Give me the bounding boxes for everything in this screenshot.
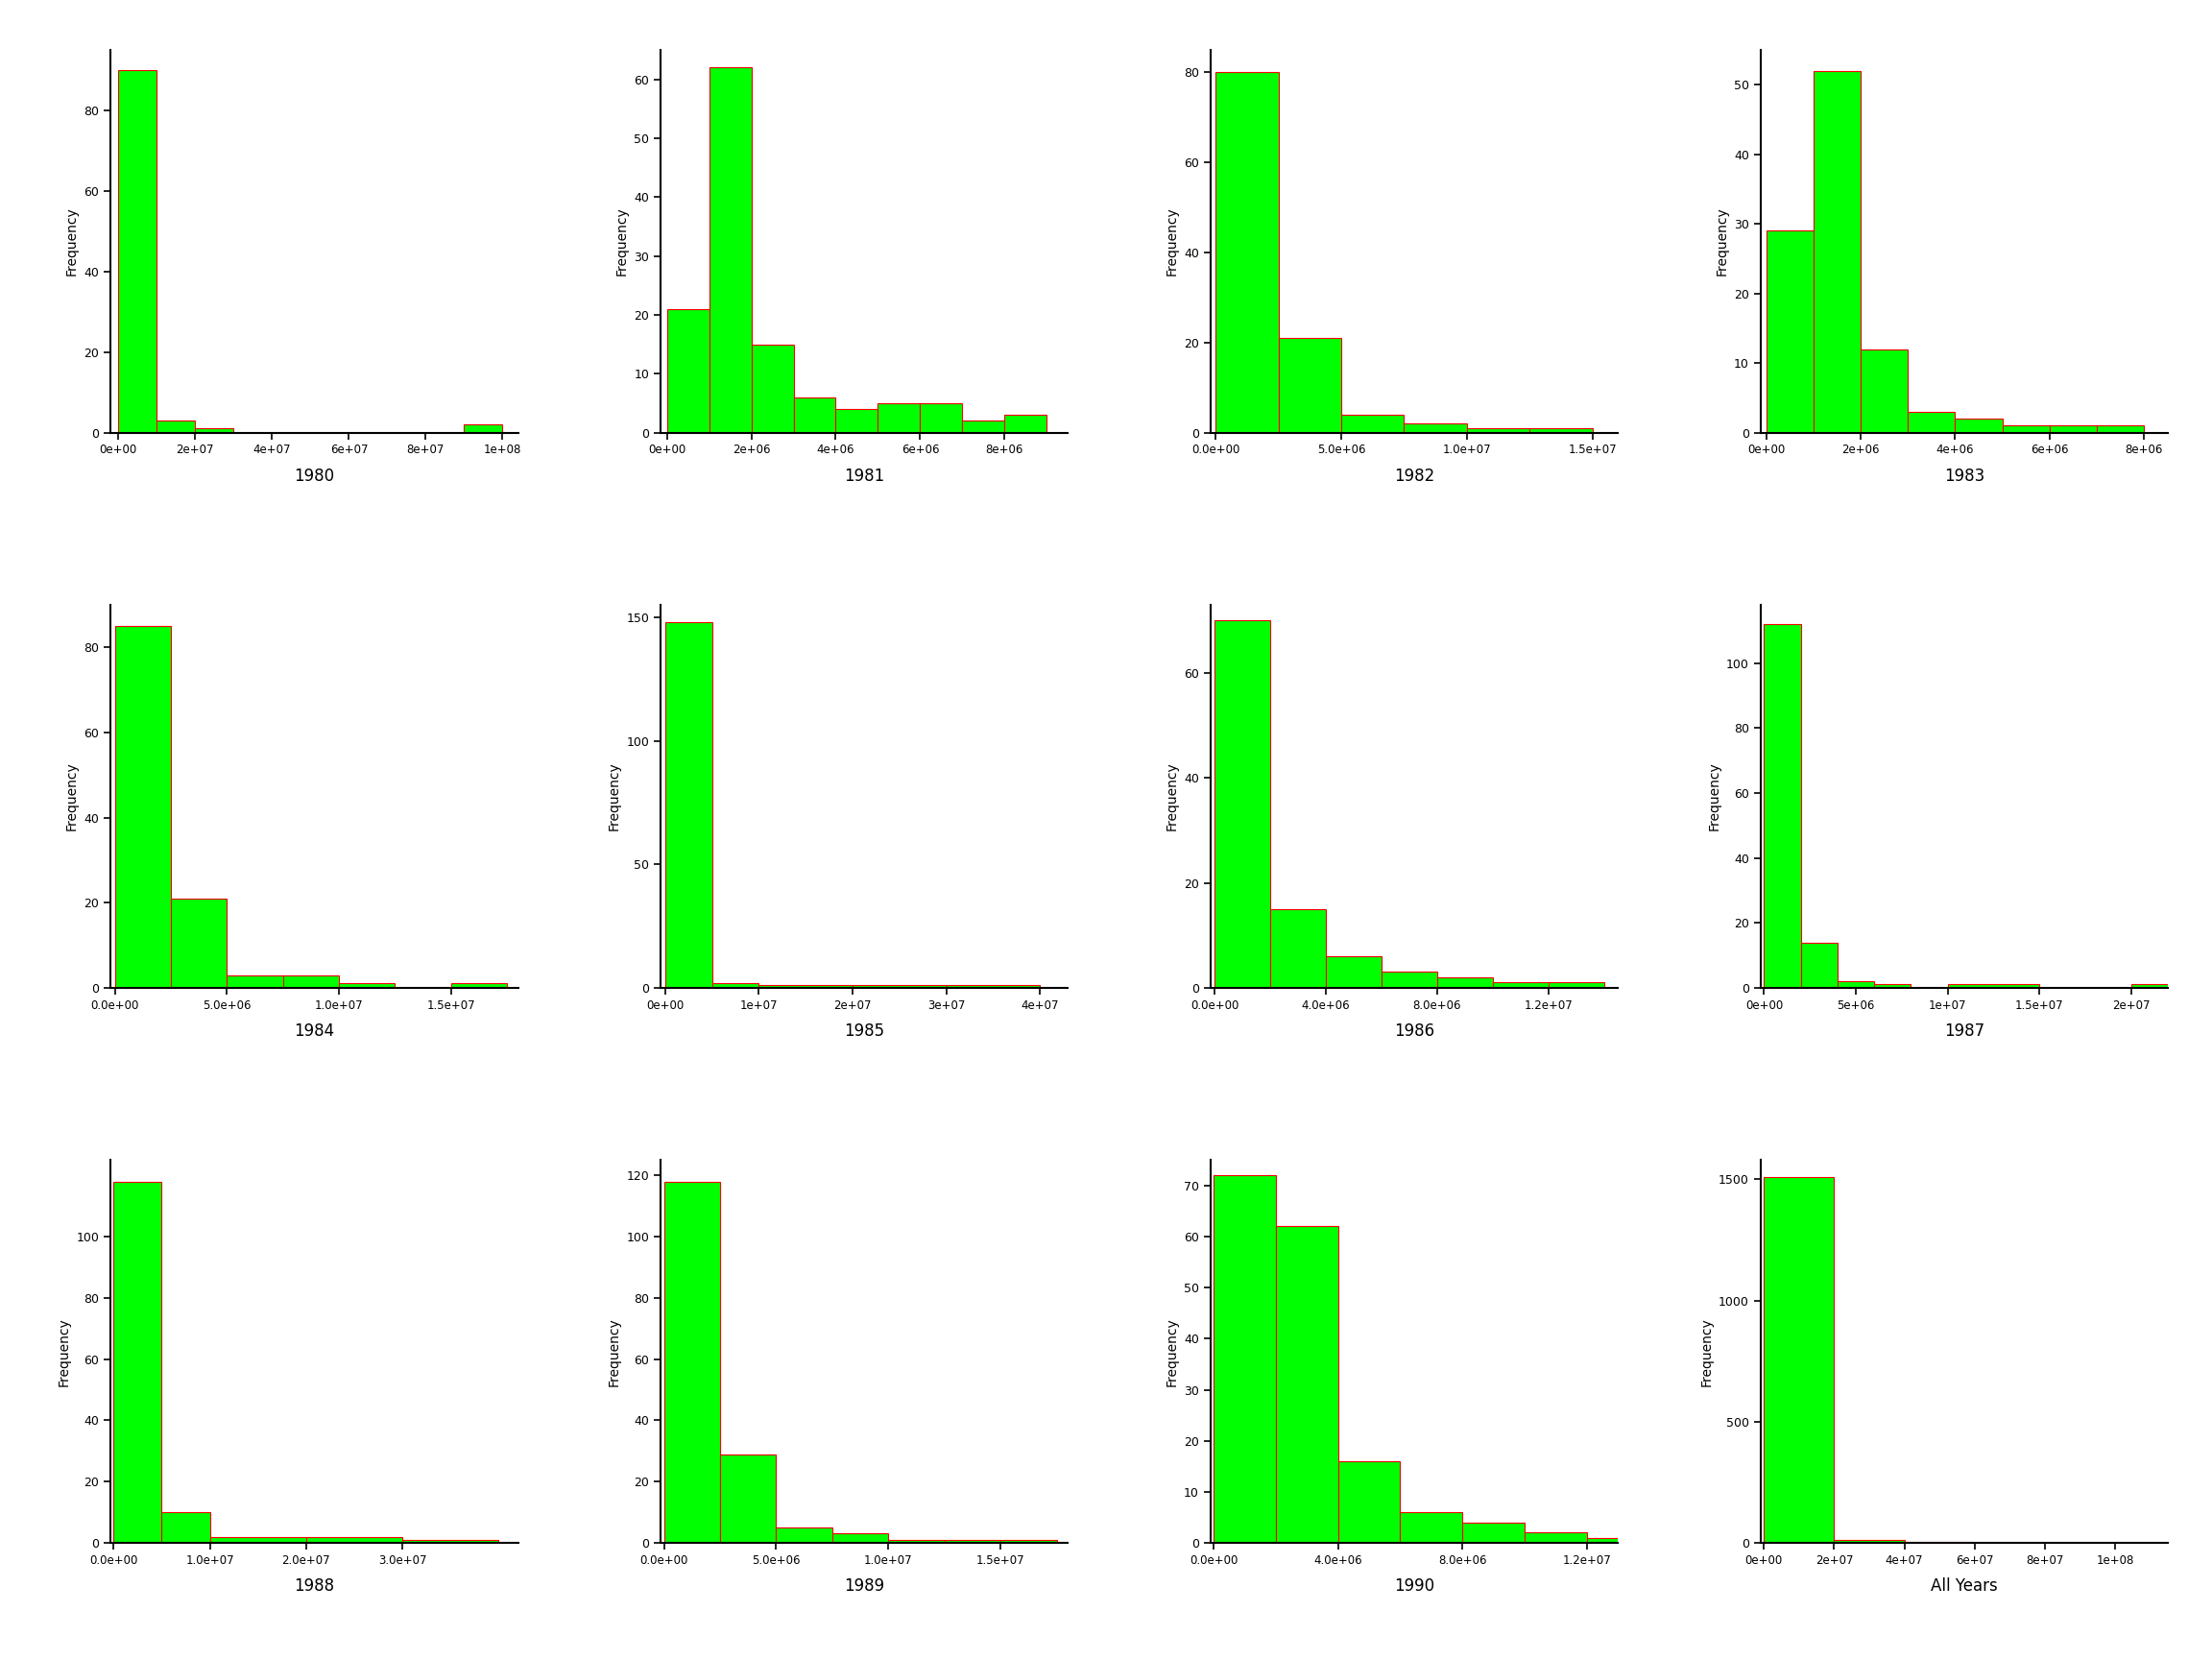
Bar bbox=[283, 975, 338, 987]
Y-axis label: Frequency: Frequency bbox=[1699, 1317, 1712, 1385]
Y-axis label: Frequency: Frequency bbox=[1714, 207, 1728, 275]
Bar bbox=[1382, 972, 1438, 987]
Bar bbox=[962, 421, 1004, 433]
Bar bbox=[1860, 348, 1907, 433]
X-axis label: All Years: All Years bbox=[1931, 1578, 1997, 1594]
Bar bbox=[1279, 338, 1340, 433]
Bar bbox=[1548, 982, 1604, 987]
X-axis label: 1981: 1981 bbox=[845, 468, 885, 484]
Bar bbox=[666, 622, 712, 987]
Bar bbox=[1004, 415, 1046, 433]
Bar bbox=[1000, 1540, 1057, 1543]
Bar bbox=[2130, 984, 2212, 987]
Bar bbox=[161, 1513, 210, 1543]
Bar bbox=[794, 397, 836, 433]
Bar bbox=[1270, 909, 1325, 987]
Y-axis label: Frequency: Frequency bbox=[1166, 761, 1179, 831]
Bar bbox=[117, 70, 157, 433]
Bar bbox=[1531, 428, 1593, 433]
Bar bbox=[836, 410, 878, 433]
Bar bbox=[2051, 426, 2097, 433]
Bar bbox=[115, 625, 170, 987]
X-axis label: 1984: 1984 bbox=[294, 1022, 334, 1040]
Bar bbox=[1524, 1533, 1586, 1543]
Bar bbox=[113, 1181, 161, 1543]
Bar bbox=[1907, 411, 1955, 433]
Bar bbox=[852, 985, 947, 987]
Bar bbox=[1462, 1523, 1524, 1543]
X-axis label: 1986: 1986 bbox=[1394, 1022, 1433, 1040]
Bar bbox=[752, 345, 794, 433]
Bar bbox=[1214, 620, 1270, 987]
Bar bbox=[228, 975, 283, 987]
Bar bbox=[1438, 977, 1493, 987]
Y-axis label: Frequency: Frequency bbox=[608, 1317, 622, 1385]
Bar bbox=[1405, 423, 1467, 433]
Bar bbox=[1217, 73, 1279, 433]
Y-axis label: Frequency: Frequency bbox=[1166, 207, 1179, 275]
Bar bbox=[712, 982, 759, 987]
X-axis label: 1990: 1990 bbox=[1394, 1578, 1433, 1594]
Bar bbox=[1467, 428, 1531, 433]
Bar bbox=[1325, 956, 1382, 987]
X-axis label: 1980: 1980 bbox=[294, 468, 334, 484]
Bar bbox=[776, 1528, 832, 1543]
Bar bbox=[195, 428, 234, 433]
Bar bbox=[1874, 984, 1911, 987]
Bar bbox=[1838, 980, 1874, 987]
X-axis label: 1989: 1989 bbox=[845, 1578, 885, 1594]
Bar bbox=[465, 425, 502, 433]
Bar bbox=[920, 403, 962, 433]
Bar bbox=[403, 1540, 498, 1543]
X-axis label: 1987: 1987 bbox=[1944, 1022, 1984, 1040]
Bar bbox=[710, 68, 752, 433]
X-axis label: 1982: 1982 bbox=[1394, 468, 1433, 484]
Bar bbox=[2002, 426, 2051, 433]
Bar bbox=[666, 309, 710, 433]
Y-axis label: Frequency: Frequency bbox=[58, 1317, 71, 1385]
Bar bbox=[210, 1536, 305, 1543]
Y-axis label: Frequency: Frequency bbox=[615, 207, 628, 275]
Bar bbox=[338, 984, 396, 987]
Bar bbox=[1493, 982, 1548, 987]
Bar bbox=[1763, 1178, 1834, 1543]
X-axis label: 1988: 1988 bbox=[294, 1578, 334, 1594]
Bar bbox=[721, 1453, 776, 1543]
Bar bbox=[1765, 624, 1801, 987]
Bar bbox=[947, 985, 1040, 987]
Bar bbox=[305, 1536, 403, 1543]
Y-axis label: Frequency: Frequency bbox=[608, 761, 622, 831]
Bar bbox=[1338, 1462, 1400, 1543]
Bar bbox=[451, 984, 507, 987]
Bar bbox=[170, 899, 228, 987]
Bar bbox=[1276, 1226, 1338, 1543]
Y-axis label: Frequency: Frequency bbox=[1708, 761, 1721, 831]
Bar bbox=[832, 1533, 889, 1543]
Bar bbox=[1834, 1540, 1905, 1543]
Bar bbox=[1814, 71, 1860, 433]
Y-axis label: Frequency: Frequency bbox=[64, 207, 80, 275]
Bar bbox=[1765, 231, 1814, 433]
Bar bbox=[945, 1540, 1000, 1543]
Bar bbox=[759, 985, 852, 987]
Bar bbox=[1955, 418, 2002, 433]
Bar bbox=[157, 420, 195, 433]
Bar bbox=[1340, 415, 1405, 433]
Bar bbox=[1947, 984, 2039, 987]
Y-axis label: Frequency: Frequency bbox=[64, 761, 80, 831]
Bar bbox=[889, 1540, 945, 1543]
Bar bbox=[664, 1181, 721, 1543]
Bar bbox=[878, 403, 920, 433]
X-axis label: 1983: 1983 bbox=[1944, 468, 1984, 484]
Bar bbox=[1801, 942, 1838, 987]
Bar bbox=[1586, 1538, 1648, 1543]
Y-axis label: Frequency: Frequency bbox=[1166, 1317, 1179, 1385]
Bar bbox=[2097, 426, 2143, 433]
X-axis label: 1985: 1985 bbox=[845, 1022, 885, 1040]
Bar bbox=[1214, 1175, 1276, 1543]
Bar bbox=[1400, 1513, 1462, 1543]
